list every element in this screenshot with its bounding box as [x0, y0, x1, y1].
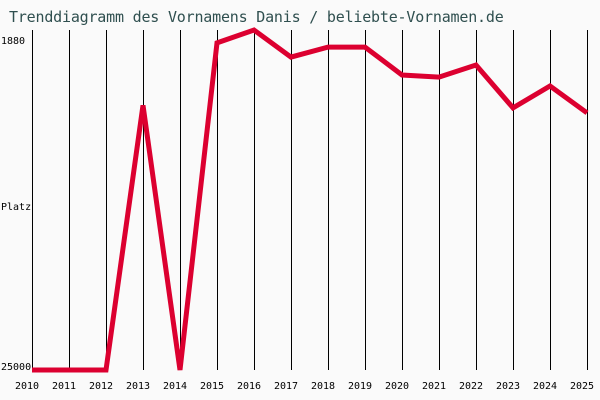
x-tick-label: 2015	[199, 381, 225, 392]
x-tick-label: 2011	[51, 381, 77, 392]
x-tick-label: 2017	[273, 381, 299, 392]
x-tick-label: 2018	[310, 381, 336, 392]
x-tick-label: 2019	[347, 381, 373, 392]
x-tick-label: 2023	[495, 381, 521, 392]
x-tick-label: 2020	[384, 381, 410, 392]
trend-line	[32, 27, 589, 373]
chart-title: Trenddiagramm des Vornamens Danis / beli…	[9, 8, 504, 26]
y-tick-top: 1880	[1, 36, 26, 47]
y-axis-label: Platz	[1, 202, 32, 213]
x-tick-label: 2022	[458, 381, 484, 392]
x-tick-label: 2025	[569, 381, 595, 392]
x-tick-label: 2013	[125, 381, 151, 392]
x-tick-label: 2016	[236, 381, 262, 392]
x-tick-label: 2010	[14, 381, 40, 392]
x-tick-label: 2024	[532, 381, 558, 392]
y-tick-bottom: 25000	[1, 362, 32, 373]
grid-lines	[32, 30, 588, 370]
x-tick-label: 2014	[162, 381, 188, 392]
x-tick-label: 2021	[421, 381, 447, 392]
x-tick-label: 2012	[88, 381, 114, 392]
